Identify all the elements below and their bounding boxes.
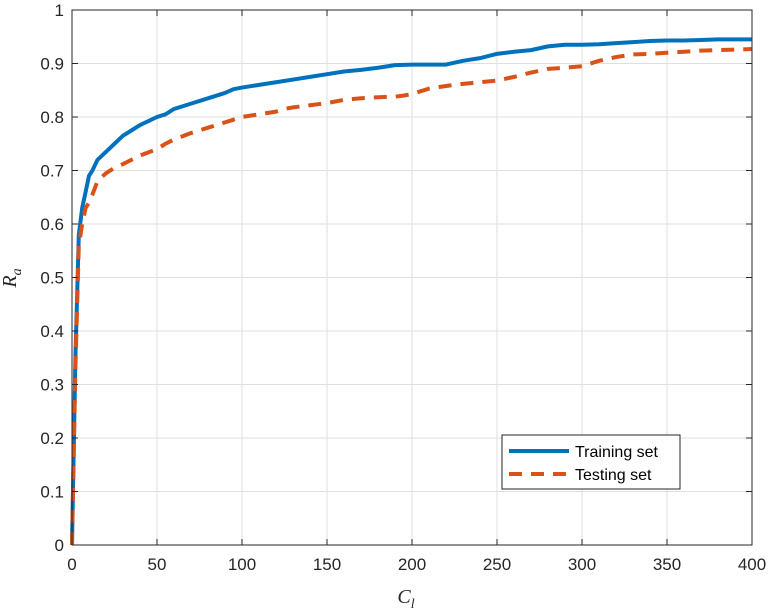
x-tick-label: 250: [483, 555, 511, 574]
testing-set-line: [70, 47, 753, 546]
y-tick-label: 0.6: [40, 215, 64, 234]
legend: Training set Testing set: [501, 434, 681, 490]
svg-text:Cl: Cl: [397, 586, 414, 612]
x-axis-label-sub: l: [411, 597, 415, 612]
svg-text:Ra: Ra: [0, 268, 25, 288]
legend-label-training: Training set: [575, 444, 659, 461]
grid-lines: [71, 9, 753, 546]
x-axis-label-base: C: [397, 586, 411, 608]
x-tick-label: 0: [67, 555, 76, 574]
x-tick-label: 150: [313, 555, 341, 574]
x-tick-label: 200: [398, 555, 426, 574]
y-axis-label: Ra: [0, 268, 25, 288]
y-tick-label: 0: [55, 536, 64, 555]
y-tick-label: 1: [55, 1, 64, 20]
y-tick-label: 0.5: [40, 269, 64, 288]
y-tick-label: 0.4: [40, 322, 64, 341]
legend-box: [501, 434, 681, 490]
x-tick-label: 300: [568, 555, 596, 574]
y-tick-label: 0.8: [40, 108, 64, 127]
x-tick-label: 50: [148, 555, 167, 574]
axes: [71, 9, 753, 546]
training-set-line: [70, 37, 752, 546]
y-tick-label: 0.9: [40, 55, 64, 74]
x-axis-label: Cl: [397, 586, 414, 612]
y-tick-label: 0.7: [40, 162, 64, 181]
x-tick-label: 400: [738, 555, 766, 574]
series-lines: [70, 37, 753, 546]
legend-label-testing: Testing set: [575, 467, 652, 484]
tick-labels: 0 50 100 150 200 250 300 350 400 0 0.1 0.2 0.3 0.4 0.5…: [40, 1, 766, 574]
y-axis-label-sub: a: [10, 268, 25, 275]
x-tick-label: 350: [653, 555, 681, 574]
y-tick-label: 0.1: [40, 483, 64, 502]
y-tick-label: 0.2: [40, 429, 64, 448]
y-tick-label: 0.3: [40, 376, 64, 395]
x-tick-label: 100: [228, 555, 256, 574]
y-axis-label-base: R: [0, 275, 21, 288]
